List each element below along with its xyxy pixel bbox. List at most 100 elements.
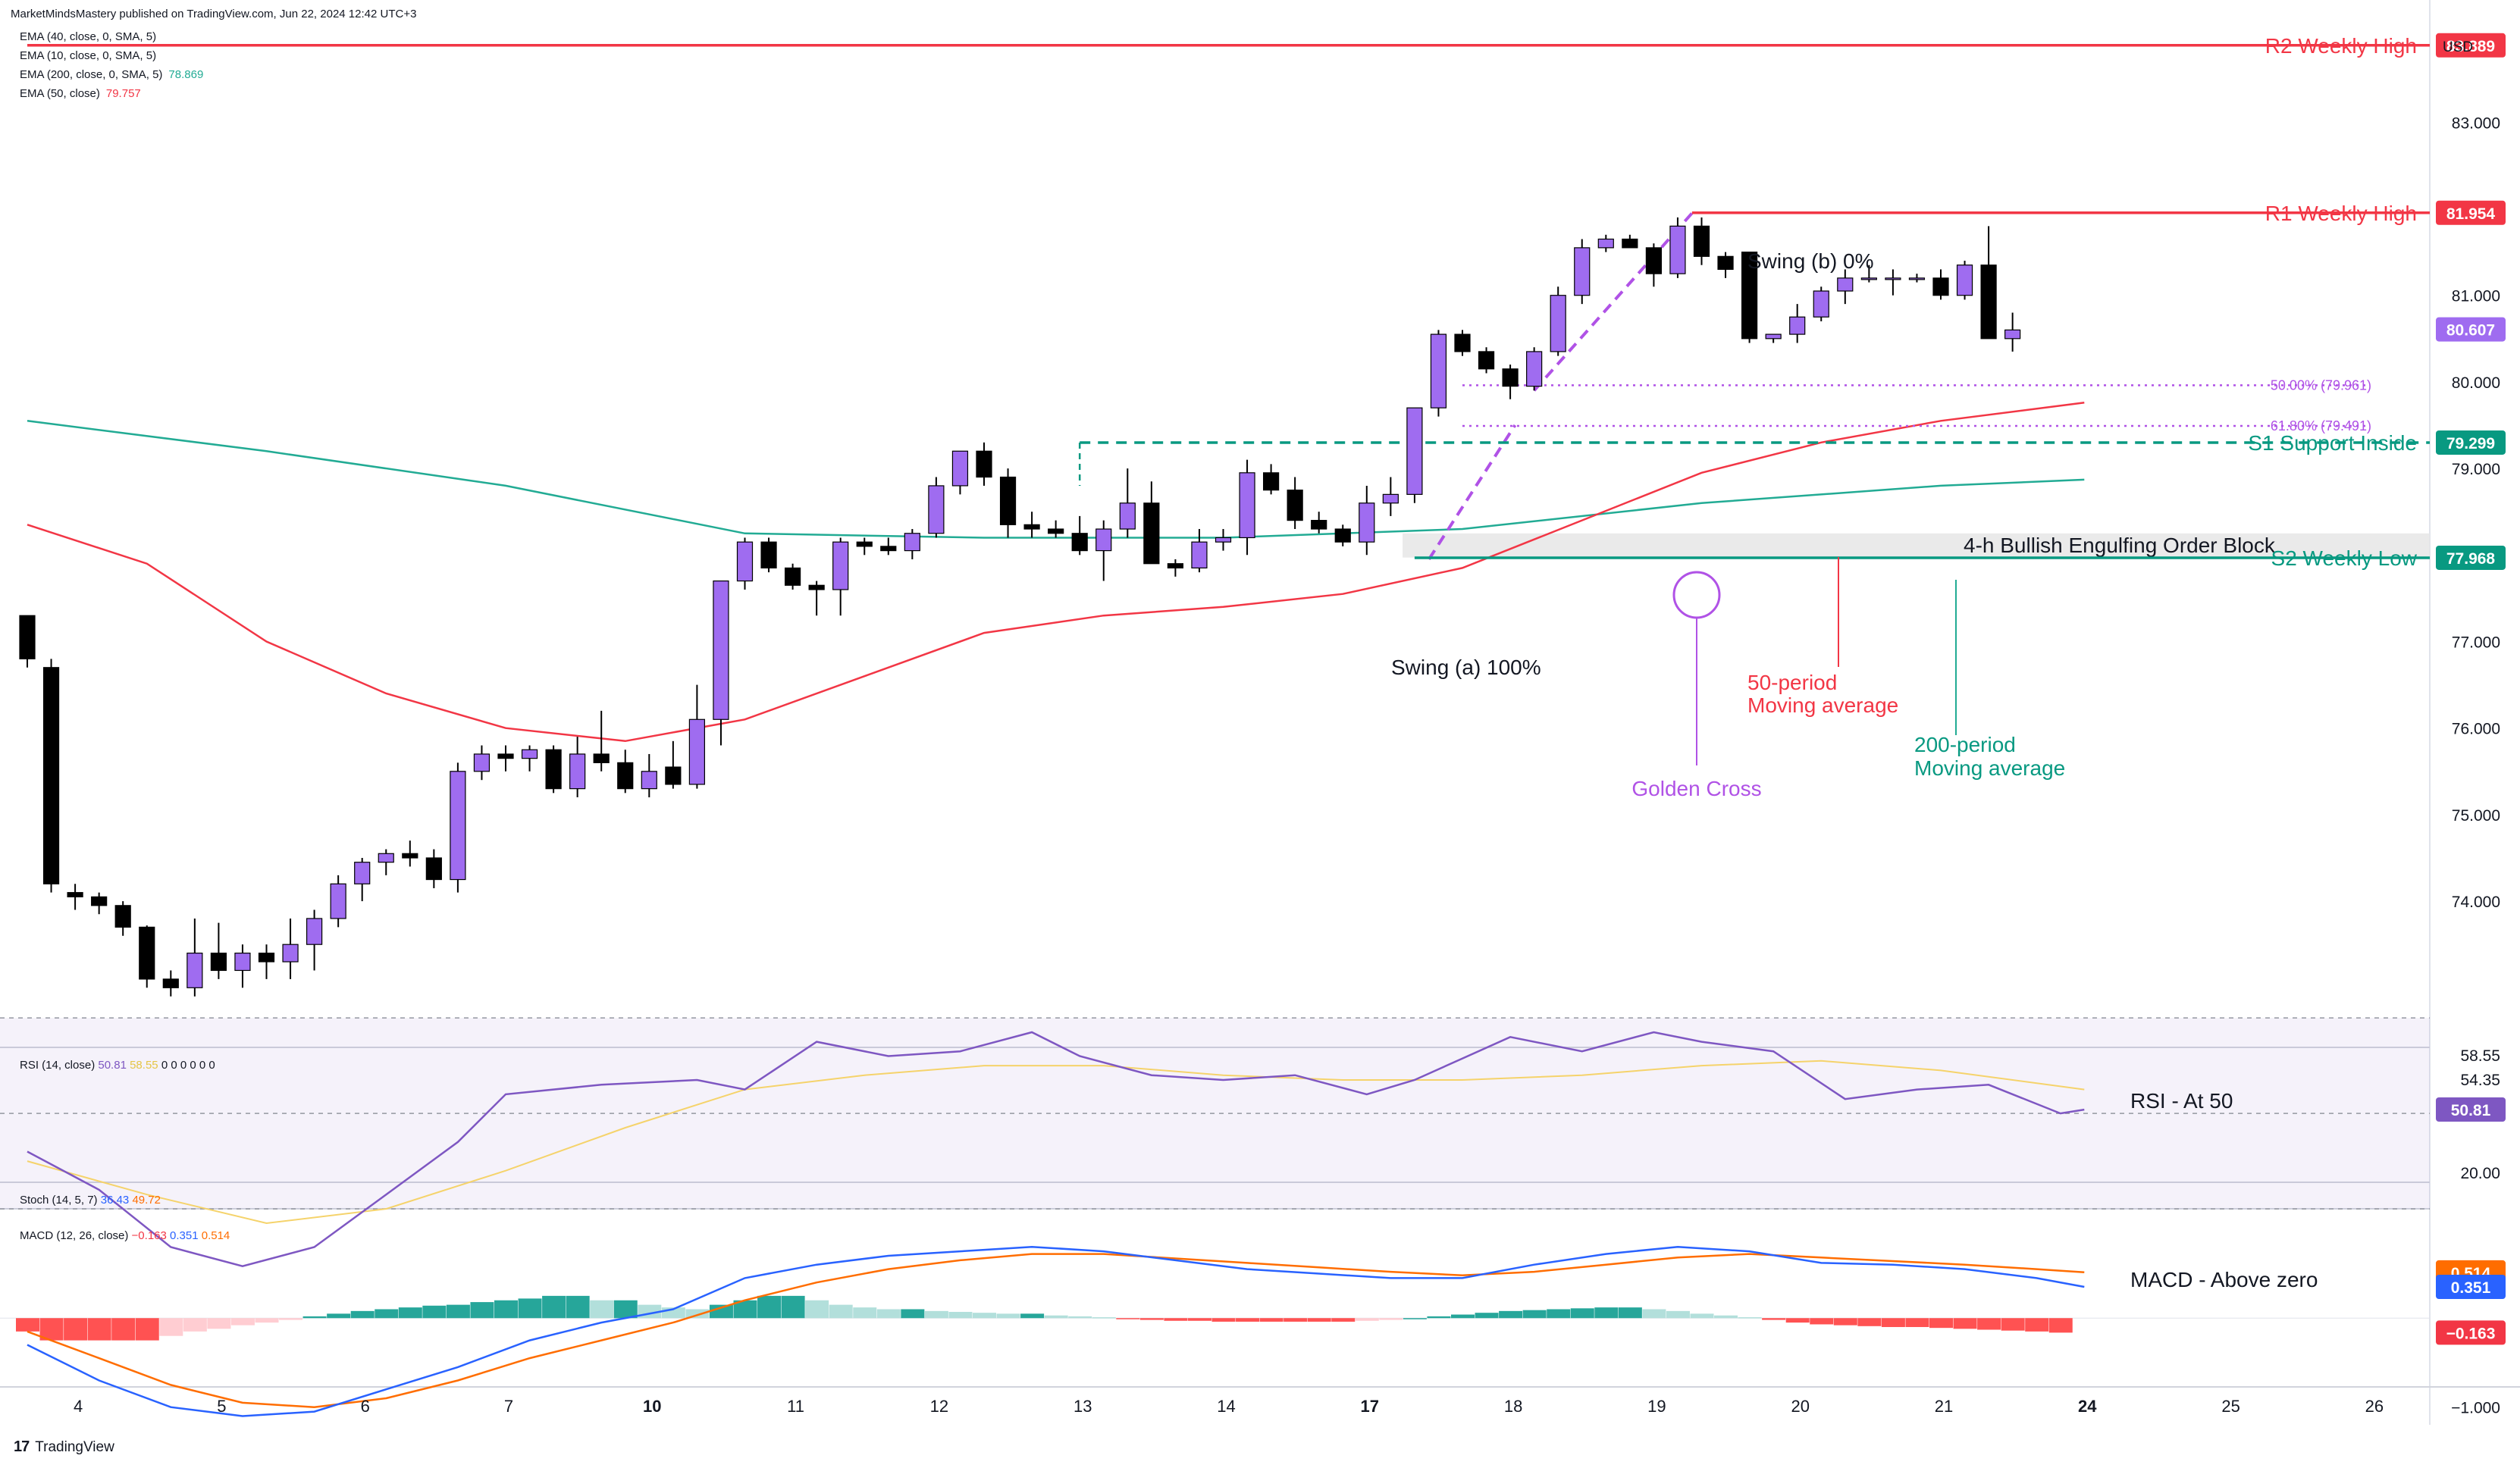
candle-body: [1789, 316, 1806, 335]
candle-body: [1215, 537, 1232, 543]
macd-histogram-bar: [302, 1316, 327, 1319]
macd-axis-tick: −1.000: [2451, 1400, 2500, 1417]
macd-histogram-bar: [207, 1318, 231, 1329]
price-axis-tick: 81.000: [2452, 288, 2500, 305]
macd-histogram-bar: [350, 1310, 375, 1319]
candle-body: [736, 541, 754, 582]
price-tag-text-1: 81.954: [2446, 205, 2496, 223]
candle-body: [139, 926, 155, 980]
macd-histogram-bar: [613, 1300, 638, 1319]
price-axis-tick: 74.000: [2452, 894, 2500, 911]
candle-body: [210, 953, 227, 972]
candle-body: [402, 853, 418, 859]
macd-histogram-bar: [1594, 1307, 1619, 1319]
candle-body: [1023, 524, 1040, 530]
ema50-label-line1: 50-period: [1747, 671, 1837, 694]
last-price-tag: [2436, 317, 2506, 342]
candle-body: [808, 584, 825, 590]
candle-body: [1262, 472, 1280, 491]
macd-histogram-bar: [1642, 1309, 1666, 1319]
indicator-legend-ema50: EMA (50, close) 79.757: [20, 87, 141, 100]
macd-histogram-bar: [398, 1307, 422, 1319]
candle-body: [1932, 277, 1949, 296]
price-axis-tick: 79.000: [2452, 461, 2500, 478]
price-tag-text-2: 79.299: [2446, 435, 2495, 452]
macd-histogram-bar: [876, 1309, 901, 1319]
macd-signal-line: [27, 1253, 2085, 1408]
macd-histogram-bar: [494, 1300, 518, 1319]
macd-histogram-bar: [1857, 1318, 1882, 1326]
last-price-text: 80.607: [2446, 322, 2495, 340]
price-tag-1: [2436, 200, 2506, 225]
macd-histogram-bar: [1020, 1313, 1045, 1319]
candle-body: [1669, 225, 1686, 274]
candle-body: [1334, 528, 1351, 543]
time-axis-label: 21: [1935, 1397, 1953, 1416]
macd-line: [27, 1245, 2085, 1417]
macd-histogram-bar: [1427, 1316, 1451, 1319]
macd-histogram-bar: [542, 1295, 566, 1319]
macd-macd-text: 0.351: [2451, 1279, 2491, 1297]
candle-body: [67, 892, 83, 897]
rsi-axis-tick: 54.35: [2460, 1072, 2500, 1089]
candle-body: [521, 749, 538, 759]
candle-body: [976, 450, 992, 478]
rsi-value-text: 50.81: [2451, 1102, 2491, 1119]
candle-body: [1287, 490, 1303, 521]
macd-histogram-bar: [1211, 1318, 1236, 1322]
ema50-line: [27, 402, 2085, 743]
macd-hist-text: −0.163: [2446, 1325, 2496, 1342]
candle-body: [19, 615, 36, 659]
time-axis-label: 11: [787, 1397, 804, 1416]
macd-histogram-bar: [566, 1295, 590, 1319]
time-axis-label: 10: [643, 1397, 661, 1416]
candle-body: [951, 450, 969, 487]
swing-leg-a: [1428, 424, 1517, 561]
macd-histogram-bar: [64, 1318, 88, 1341]
candle-body: [1860, 277, 1877, 280]
macd-histogram-bar: [159, 1318, 183, 1336]
candle-body: [1885, 277, 1901, 280]
macd-histogram-bar: [1475, 1313, 1499, 1319]
price-tag-3: [2436, 545, 2506, 570]
macd-histogram-bar: [1690, 1313, 1714, 1319]
order-block-zone: [1403, 533, 2430, 558]
currency-label[interactable]: USD: [2443, 39, 2474, 55]
candle-body: [1526, 351, 1543, 387]
time-axis-label: 4: [74, 1397, 83, 1416]
macd-histogram-bar: [183, 1318, 207, 1332]
candle-body: [1048, 528, 1064, 534]
candle-body: [306, 918, 323, 945]
candle-body: [450, 771, 466, 881]
candle-body: [42, 667, 60, 884]
candle-body: [1550, 295, 1566, 352]
published-by-line: MarketMindsMastery published on TradingV…: [11, 8, 417, 20]
macd-histogram-bar: [87, 1318, 111, 1341]
macd-histogram-bar: [853, 1307, 877, 1319]
rsi-band: [0, 1018, 2430, 1210]
macd-histogram-bar: [1379, 1318, 1403, 1320]
macd-histogram-bar: [1522, 1310, 1547, 1319]
candle-body: [1430, 333, 1447, 408]
price-tag-text-0: 83.889: [2446, 38, 2495, 55]
fib-level-label: 50.00% (79.961): [2271, 377, 2371, 393]
candle-body: [1406, 407, 1423, 495]
candle-body: [497, 753, 514, 759]
price-axis-tick: 77.000: [2452, 634, 2500, 652]
candle-body: [1382, 493, 1399, 504]
level-label-3: S2 Weekly Low: [2271, 546, 2418, 570]
rsi-axis-tick: 20.00: [2460, 1165, 2500, 1182]
time-axis-label: 24: [2078, 1397, 2097, 1416]
macd-histogram-bar: [1833, 1318, 1857, 1326]
rsi-line: [27, 1031, 2085, 1267]
candle-body: [1071, 533, 1088, 552]
candle-body: [832, 541, 849, 590]
macd-histogram-bar: [757, 1295, 782, 1319]
candle-body: [784, 567, 801, 586]
candle-body: [617, 762, 634, 790]
candle-body: [999, 476, 1017, 525]
time-axis-label: 20: [1791, 1397, 1809, 1416]
macd-histogram-bar: [973, 1313, 996, 1319]
time-axis-label: 14: [1217, 1397, 1235, 1416]
